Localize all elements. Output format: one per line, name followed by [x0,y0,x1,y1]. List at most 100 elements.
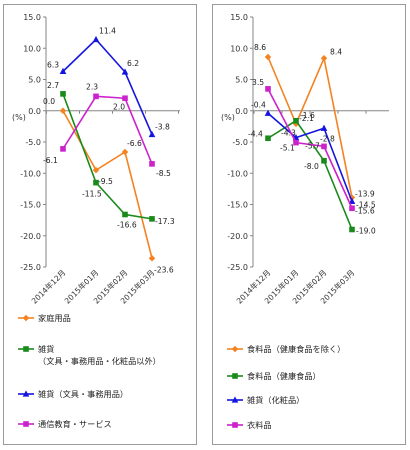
marker-square [122,95,128,102]
data-label: 2.0 [113,102,125,111]
data-label: 8.4 [330,47,342,56]
legend-item: 雑貨 （文具・事務用品・化粧品以外） [18,344,161,366]
data-label: -2.1 [299,114,314,123]
marker-square [23,346,29,352]
marker-diamond [121,148,129,156]
legend-item: 雑貨（文具・事務用品） [18,389,128,399]
data-label: -6.6 [127,139,142,148]
marker-square [265,135,271,142]
legend-label: （文具・事務用品・化粧品以外） [38,356,161,366]
x-tick-label: 2014年12月 [29,267,67,305]
marker-triangle [22,390,30,397]
series-line [62,95,153,165]
data-label: -0.4 [251,100,266,109]
legend-label: 雑貨（化粧品） [247,395,304,405]
y-tick-label: 15.0 [23,13,41,22]
legend-label: 衣料品 [247,420,272,430]
data-label: 11.4 [99,27,116,36]
y-tick-label: 5.0 [235,76,248,85]
y-tick-label: 10.0 [230,44,248,53]
y-axis-label: (%) [12,113,26,122]
legend-item: 雑貨（化粧品） [227,395,304,405]
y-tick-label: -5.0 [232,138,248,147]
marker-triangle [348,197,356,204]
data-label: -4.3 [281,129,296,138]
marker-square [321,157,327,164]
data-label: -5.7 [305,141,320,150]
chart-left: 15.0 10.0 5.0 0.0 -5.0 -10.0 -15.0 -20.0 -25.0 (%… [12,13,180,429]
data-label: -1.6 [300,111,315,120]
y-tick-label: 10.0 [23,44,41,53]
series-2: 2.7 -11.5 -16.6 -17.3 [47,81,175,230]
marker-triangle [148,130,156,138]
data-label: -16.6 [117,221,137,230]
data-label: -5.1 [280,144,295,153]
marker-diamond [320,55,328,62]
marker-diamond [231,345,239,353]
legend-item: 衣料品 [227,420,272,430]
marker-square [149,216,155,222]
legend-label: 食料品（健康食品を除く） [247,344,345,354]
data-label: 6.2 [127,59,139,68]
data-label: 8.6 [254,43,266,52]
marker-square [232,422,238,428]
chart-right: 15.0 10.0 5.0 0.0 -5.0 -10.0 -15.0 -20.0 -25.0 (%… [221,13,389,430]
marker-square [321,143,327,150]
marker-square [60,91,66,97]
y-tick-label: -20.0 [20,232,41,241]
y-tick-label: -20.0 [227,232,248,241]
chart-panel-right: 15.0 10.0 5.0 0.0 -5.0 -10.0 -15.0 -20.0 -25.0 (%… [212,4,406,445]
marker-diamond [59,107,67,114]
data-label: -23.6 [154,265,174,274]
data-label: -8.0 [304,162,319,171]
legend-label: 雑貨 [38,344,54,354]
data-label: -13.9 [355,190,375,199]
data-label: 6.3 [47,60,59,69]
series-line [267,55,353,198]
data-label: 3.5 [252,78,264,87]
series-2: -4.4 -1.6 -8.0 -19.0 [248,111,376,236]
legend-item: 家庭用品 [18,313,71,323]
y-tick-label: -25.0 [20,263,41,272]
data-label: 2.3 [86,82,98,91]
marker-square [349,226,355,233]
legend-label: 食料品（健康食品） [247,371,321,381]
data-label: -11.5 [82,190,102,199]
data-label: -9.5 [98,177,113,186]
marker-diamond [148,255,156,262]
series-4: -6.1 2.3 2.0 -8.5 [43,82,171,178]
series-line [267,112,353,202]
marker-square [265,86,271,92]
marker-square [60,146,66,152]
marker-square [149,161,155,167]
marker-square [293,139,299,146]
legend-item: 食料品（健康食品） [227,371,321,381]
marker-diamond [292,120,300,128]
marker-square [232,373,238,379]
y-tick-label: 0.0 [235,107,248,116]
legend-label: 雑貨（文具・事務用品） [38,389,128,399]
y-axis-label: (%) [221,113,235,122]
y-tick-label: 5.0 [28,76,41,85]
marker-square [93,93,99,100]
marker-triangle [92,35,100,43]
marker-triangle [320,124,328,131]
y-axis: 15.0 10.0 5.0 0.0 -5.0 -10.0 -15.0 -20.0 -25.0 (%… [221,13,389,272]
data-label: -6.1 [43,156,58,165]
marker-diamond [348,194,356,201]
y-axis: 15.0 10.0 5.0 0.0 -5.0 -10.0 -15.0 -20.0 -25.0 (%… [12,13,180,272]
y-tick-label: -10.0 [20,169,41,178]
marker-square [349,205,355,212]
y-tick-label: -15.0 [227,201,248,210]
y-tick-label: 0.0 [28,107,41,116]
data-label: -2.8 [320,134,335,143]
series-4: 3.5 -5.1 -5.7 -15.6 [252,78,375,215]
legend-item: 通信教育・サービス [18,419,112,429]
marker-diamond [22,314,30,322]
chart-panel-left: 15.0 10.0 5.0 0.0 -5.0 -10.0 -15.0 -20.0 -25.0 (%… [3,4,197,445]
y-tick-label: -5.0 [25,138,41,147]
series-line [62,38,153,135]
data-label: -3.8 [155,123,170,132]
